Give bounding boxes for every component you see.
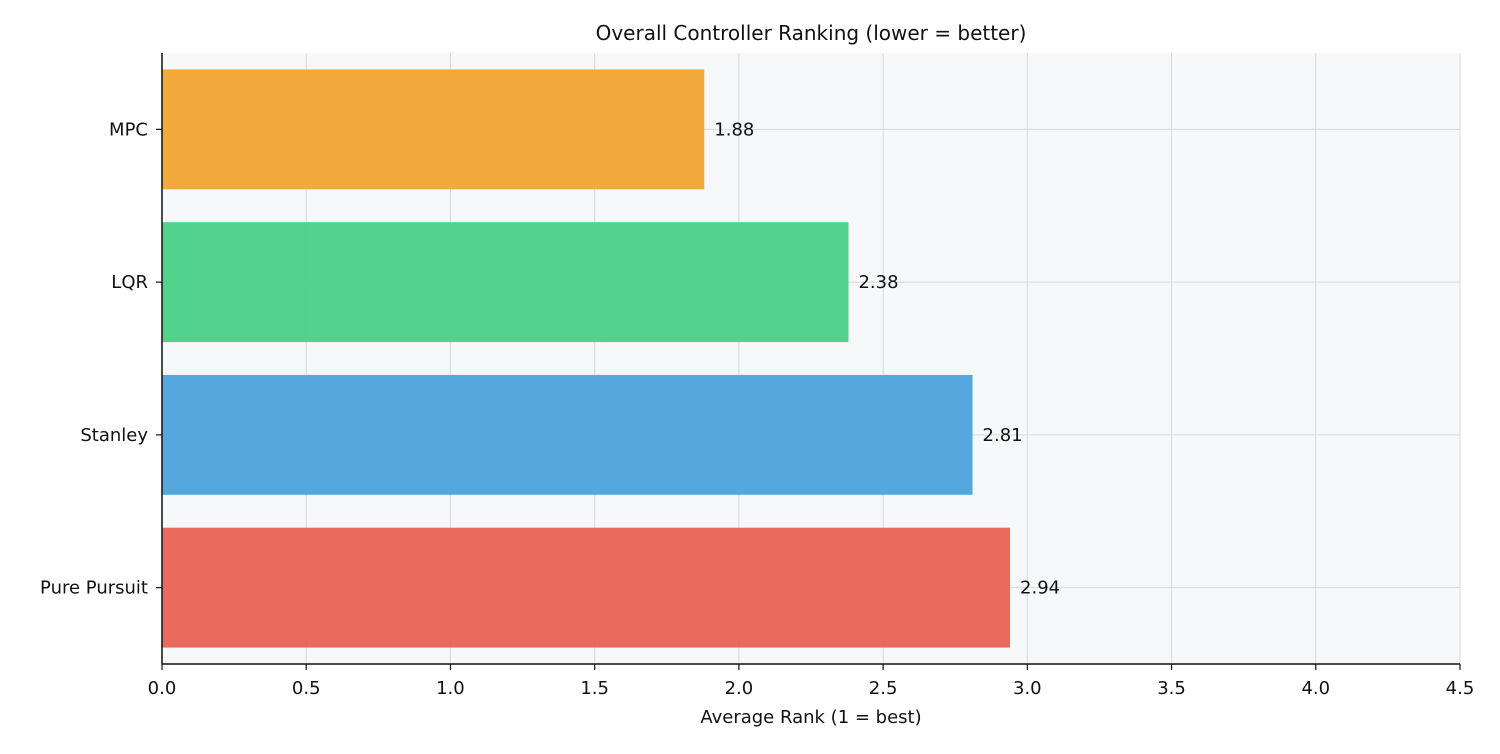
x-tick-label: 3.5 [1157, 678, 1186, 699]
x-tick-label: 2.0 [725, 678, 754, 699]
bar-value-label: 1.88 [714, 119, 754, 140]
y-tick-label: LQR [111, 272, 148, 293]
x-tick-label: 4.0 [1301, 678, 1330, 699]
bar-pure-pursuit [162, 527, 1011, 648]
x-tick-label: 1.5 [580, 678, 609, 699]
plot-area: 1.88 2.38 2.81 2.94 0.0 0.5 1.0 1.5 2.0 2.5 3.0 3.5… [40, 53, 1474, 699]
bar-mpc [162, 69, 705, 190]
x-tick-label: 2.5 [869, 678, 898, 699]
y-tick-label: MPC [109, 119, 148, 140]
bar-value-label: 2.81 [983, 425, 1023, 446]
y-tick-label: Stanley [80, 425, 148, 446]
x-tick-label: 1.0 [436, 678, 465, 699]
chart-title: Overall Controller Ranking (lower = bett… [596, 21, 1027, 45]
x-tick-label: 3.0 [1013, 678, 1042, 699]
bar-value-label: 2.94 [1020, 578, 1060, 599]
bar-stanley [162, 374, 973, 495]
x-axis-label: Average Rank (1 = best) [700, 707, 921, 728]
x-tick-label: 0.0 [148, 678, 177, 699]
y-tick-label: Pure Pursuit [40, 578, 148, 599]
x-tick-label: 4.5 [1446, 678, 1475, 699]
bar-value-label: 2.38 [858, 272, 898, 293]
bar-lqr [162, 222, 849, 343]
x-tick-label: 0.5 [292, 678, 321, 699]
